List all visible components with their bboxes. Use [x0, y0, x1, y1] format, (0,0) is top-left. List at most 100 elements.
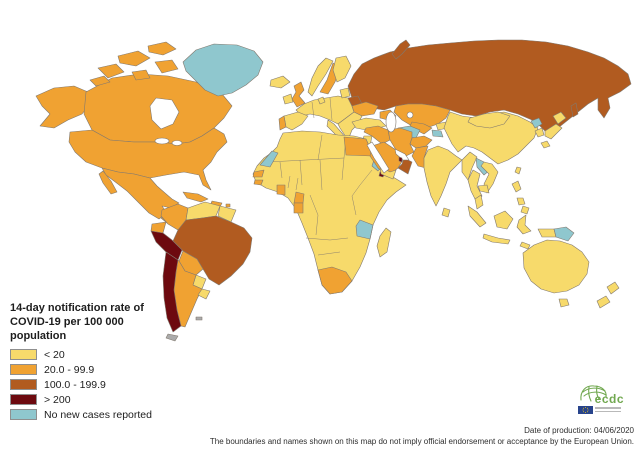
- country-guinea-bissau: [253, 179, 264, 186]
- country-novaya-zemlya: [391, 39, 411, 60]
- great-lake-1: [154, 137, 170, 145]
- country-cuba: [182, 191, 209, 203]
- country-denmark: [317, 96, 326, 105]
- hudson-bay: [149, 97, 180, 130]
- map-legend: 14-day notification rate of COVID-19 per…: [10, 301, 180, 424]
- country-philippines: [511, 180, 522, 193]
- island-tierra-del-fuego: [165, 333, 179, 342]
- country-arctic-island: [154, 59, 179, 74]
- country-iceland: [269, 75, 291, 89]
- legend-label: > 200: [44, 393, 71, 406]
- country-afghanistan: [409, 135, 433, 149]
- country-norway: [307, 57, 334, 97]
- country-arctic-island: [117, 50, 151, 67]
- legend-items: < 20 20.0 - 99.9 100.0 - 199.9 > 200 No …: [10, 348, 180, 421]
- country-senegal: [252, 169, 265, 178]
- country-western-sahara: [259, 150, 279, 168]
- country-mexico: [101, 167, 180, 220]
- country-tajikistan: [431, 129, 444, 138]
- legend-row: > 200: [10, 393, 180, 406]
- country-qatar: [398, 156, 403, 163]
- country-new-zealand: [596, 295, 611, 309]
- ecdc-logo: ecdc: [572, 383, 630, 419]
- country-south-africa: [317, 266, 353, 295]
- legend-swatch-no-new-cases: [10, 409, 37, 421]
- legend-row: 20.0 - 99.9: [10, 363, 180, 376]
- country-oman: [397, 157, 413, 175]
- country-java: [482, 233, 511, 245]
- legend-swatch-100-199: [10, 379, 37, 391]
- legend-title-line: population: [10, 330, 67, 343]
- eu-flag-icon: [578, 406, 593, 414]
- ecdc-smallprint-lines: [595, 407, 621, 414]
- ecdc-globe-icon: [580, 385, 607, 402]
- country-kazakhstan: [393, 103, 451, 129]
- country-japan: [552, 111, 567, 125]
- country-arctic-island: [89, 75, 111, 87]
- country-japan: [540, 140, 551, 149]
- country-tasmania: [558, 298, 570, 308]
- country-alaska: [35, 85, 91, 129]
- legend-label: < 20: [44, 348, 65, 361]
- legend-label: No new cases reported: [44, 408, 152, 421]
- boundaries-disclaimer: The boundaries and names shown on this m…: [209, 437, 634, 447]
- country-baltic-states: [339, 87, 351, 99]
- legend-swatch-20-99: [10, 364, 37, 376]
- country-cameroon: [293, 191, 305, 204]
- country-greenland: [182, 43, 264, 97]
- country-malaysia: [474, 194, 484, 210]
- country-chile: [162, 251, 182, 333]
- island-falklands: [195, 316, 203, 321]
- persian-gulf: [394, 148, 410, 161]
- aral-sea: [406, 111, 414, 119]
- country-ireland: [282, 93, 294, 105]
- legend-swatch-lt20: [10, 349, 37, 361]
- country-india: [423, 145, 463, 207]
- legend-row: 100.0 - 199.9: [10, 378, 180, 391]
- country-papua-new-guinea: [553, 226, 575, 242]
- legend-title-line: 14-day notification rate of: [10, 302, 144, 314]
- great-lake-2: [171, 140, 183, 146]
- country-arctic-island: [97, 63, 125, 79]
- legend-row: No new cases reported: [10, 408, 180, 421]
- country-philippines: [520, 205, 530, 215]
- country-sulawesi: [516, 214, 532, 235]
- country-uk: [291, 81, 306, 108]
- ecdc-logo-text: ecdc: [594, 392, 624, 406]
- country-new-zealand: [606, 281, 620, 295]
- country-arctic-island: [131, 69, 151, 81]
- date-of-production: Date of production: 04/06/2020: [524, 425, 634, 435]
- legend-title-line: COVID-19 per 100 000: [10, 316, 124, 329]
- country-puerto-rico: [225, 203, 231, 208]
- country-peru: [150, 230, 183, 261]
- legend-label: 20.0 - 99.9: [44, 363, 95, 376]
- country-cambodia: [477, 184, 490, 194]
- country-sumatra: [467, 205, 487, 228]
- country-finland: [332, 55, 352, 83]
- country-iraq-syria: [363, 125, 391, 145]
- country-sri-lanka: [441, 207, 451, 218]
- country-madagascar: [376, 227, 392, 258]
- legend-label: 100.0 - 199.9: [44, 378, 106, 391]
- country-ghana: [276, 184, 286, 196]
- country-south-korea: [534, 127, 545, 138]
- country-north-korea: [530, 117, 543, 129]
- legend-title: 14-day notification rate of COVID-19 per…: [10, 301, 180, 343]
- country-arctic-island: [147, 41, 177, 56]
- legend-row: < 20: [10, 348, 180, 361]
- country-japan: [544, 123, 563, 140]
- country-tanzania: [355, 219, 374, 240]
- country-borneo: [493, 210, 514, 230]
- legend-swatch-gt200: [10, 394, 37, 406]
- africa-internal-borders: [267, 97, 373, 256]
- country-mongolia: [467, 111, 511, 129]
- country-myanmar: [461, 151, 478, 181]
- red-sea: [366, 141, 390, 174]
- country-china: [443, 111, 539, 165]
- country-uruguay: [197, 288, 211, 300]
- map-footer: Date of production: 04/06/2020 The bound…: [210, 425, 634, 448]
- country-timor: [519, 241, 531, 250]
- country-thailand: [467, 169, 483, 202]
